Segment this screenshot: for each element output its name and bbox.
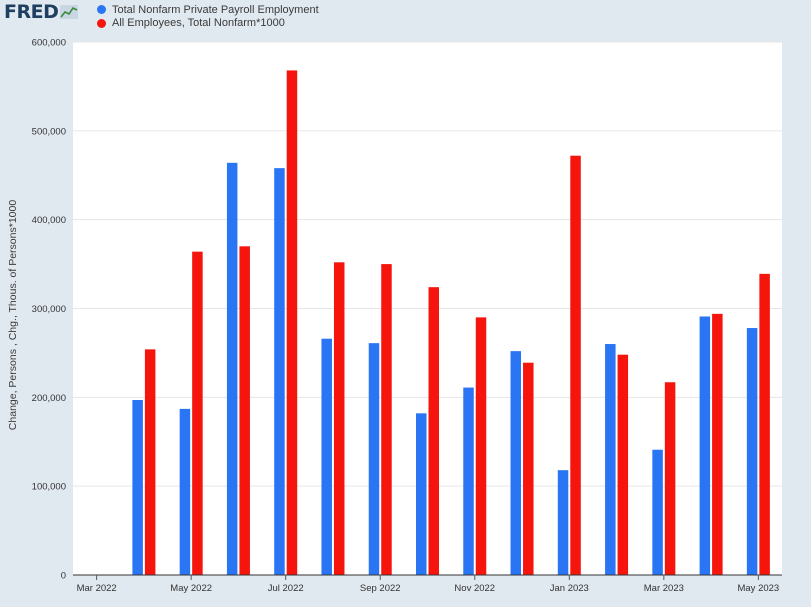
y-tick-label: 400,000 xyxy=(32,215,66,226)
bar-series1 xyxy=(463,387,474,575)
legend: Total Nonfarm Private Payroll Employment… xyxy=(97,3,319,30)
x-tick-label: May 2022 xyxy=(170,583,212,594)
bar-series1 xyxy=(274,168,285,576)
bar-series1 xyxy=(699,316,711,575)
legend-label-series1: Total Nonfarm Private Payroll Employment xyxy=(112,3,319,16)
bar-series1 xyxy=(557,470,569,575)
bar-series1 xyxy=(605,344,616,575)
bar-series2 xyxy=(333,262,345,575)
x-tick-label: Jul 2022 xyxy=(268,583,304,594)
bar-series2 xyxy=(475,317,487,575)
bar-series2 xyxy=(428,287,439,575)
bar-series2 xyxy=(712,313,723,575)
x-tick-label: Jan 2023 xyxy=(550,583,589,594)
bar-series2 xyxy=(144,349,156,575)
bar-series2 xyxy=(523,362,534,575)
y-tick-label: 100,000 xyxy=(32,482,66,493)
bar-series2 xyxy=(239,246,250,576)
x-tick-label: Sep 2022 xyxy=(360,583,401,594)
bar-series2 xyxy=(570,155,581,575)
fred-logo[interactable]: FRED xyxy=(4,1,79,23)
y-tick-label: 500,000 xyxy=(32,126,66,137)
bar-series2 xyxy=(381,264,392,575)
y-tick-label: 200,000 xyxy=(32,393,66,404)
legend-label-series2: All Employees, Total Nonfarm*1000 xyxy=(112,17,285,30)
bar-series2 xyxy=(192,251,203,575)
x-tick-label: Mar 2023 xyxy=(644,583,684,594)
x-tick-label: Nov 2022 xyxy=(454,583,495,594)
legend-marker-series1 xyxy=(97,5,106,15)
legend-item-series1[interactable]: Total Nonfarm Private Payroll Employment xyxy=(97,3,319,17)
y-tick-label: 300,000 xyxy=(32,304,66,315)
legend-marker-series2 xyxy=(97,18,106,28)
bar-series2 xyxy=(617,354,629,575)
legend-item-series2[interactable]: All Employees, Total Nonfarm*1000 xyxy=(97,17,319,31)
bar-series1 xyxy=(652,449,663,575)
bar-series2 xyxy=(759,273,770,575)
bar-series1 xyxy=(179,408,191,575)
y-tick-label: 600,000 xyxy=(32,38,66,49)
bar-series1 xyxy=(746,328,758,575)
bar-series1 xyxy=(510,351,522,575)
bar-series1 xyxy=(321,338,332,575)
chart-line-icon xyxy=(60,5,79,19)
bar-series1 xyxy=(368,343,380,575)
bar-series1 xyxy=(416,413,427,575)
x-tick-label: Mar 2022 xyxy=(77,583,117,594)
logo-text: FRED xyxy=(4,1,59,23)
x-tick-label: May 2023 xyxy=(737,583,779,594)
bar-series2 xyxy=(286,70,298,575)
y-tick-label: 0 xyxy=(61,571,66,582)
bar-series1 xyxy=(132,399,143,575)
bar-series2 xyxy=(664,382,676,575)
bar-series1 xyxy=(226,162,238,575)
